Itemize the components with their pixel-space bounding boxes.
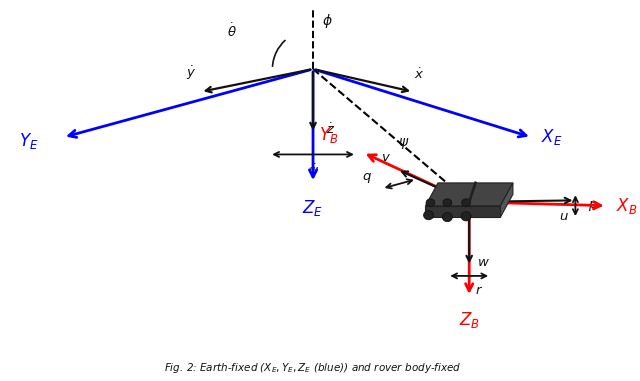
Text: $Z_B$: $Z_B$	[459, 310, 480, 330]
Text: $\dot{y}$: $\dot{y}$	[186, 65, 196, 82]
Text: $X_B$: $X_B$	[616, 196, 637, 216]
Text: $Y_E$: $Y_E$	[19, 131, 38, 151]
Text: $\dot{x}$: $\dot{x}$	[414, 68, 424, 82]
Ellipse shape	[443, 199, 452, 207]
Text: $q$: $q$	[362, 171, 372, 185]
Polygon shape	[500, 183, 513, 217]
Text: $Y_B$: $Y_B$	[319, 125, 338, 145]
Text: $u$: $u$	[559, 210, 569, 223]
Polygon shape	[426, 206, 500, 217]
Polygon shape	[426, 183, 513, 206]
Ellipse shape	[442, 213, 452, 222]
Text: Fig. 2: Earth-fixed ($X_E, Y_E, Z_E$ (blue)) and rover body-fixed: Fig. 2: Earth-fixed ($X_E, Y_E, Z_E$ (bl…	[164, 360, 462, 375]
Text: $w$: $w$	[477, 256, 490, 269]
Text: $\dot{\theta}$: $\dot{\theta}$	[227, 22, 237, 40]
Ellipse shape	[461, 212, 471, 221]
Text: $Z_E$: $Z_E$	[303, 198, 324, 218]
Text: $v$: $v$	[381, 151, 391, 164]
Text: $\dot{z}$: $\dot{z}$	[326, 122, 335, 137]
Text: $r$: $r$	[474, 283, 483, 296]
Ellipse shape	[426, 199, 435, 207]
Text: $\psi$: $\psi$	[398, 136, 410, 150]
Text: $\phi$: $\phi$	[323, 12, 333, 30]
Text: $\dot{\psi}$: $\dot{\psi}$	[308, 163, 319, 181]
Text: $p$: $p$	[588, 199, 598, 213]
Ellipse shape	[461, 199, 470, 207]
Text: $X_E$: $X_E$	[541, 127, 563, 147]
Ellipse shape	[424, 211, 433, 220]
